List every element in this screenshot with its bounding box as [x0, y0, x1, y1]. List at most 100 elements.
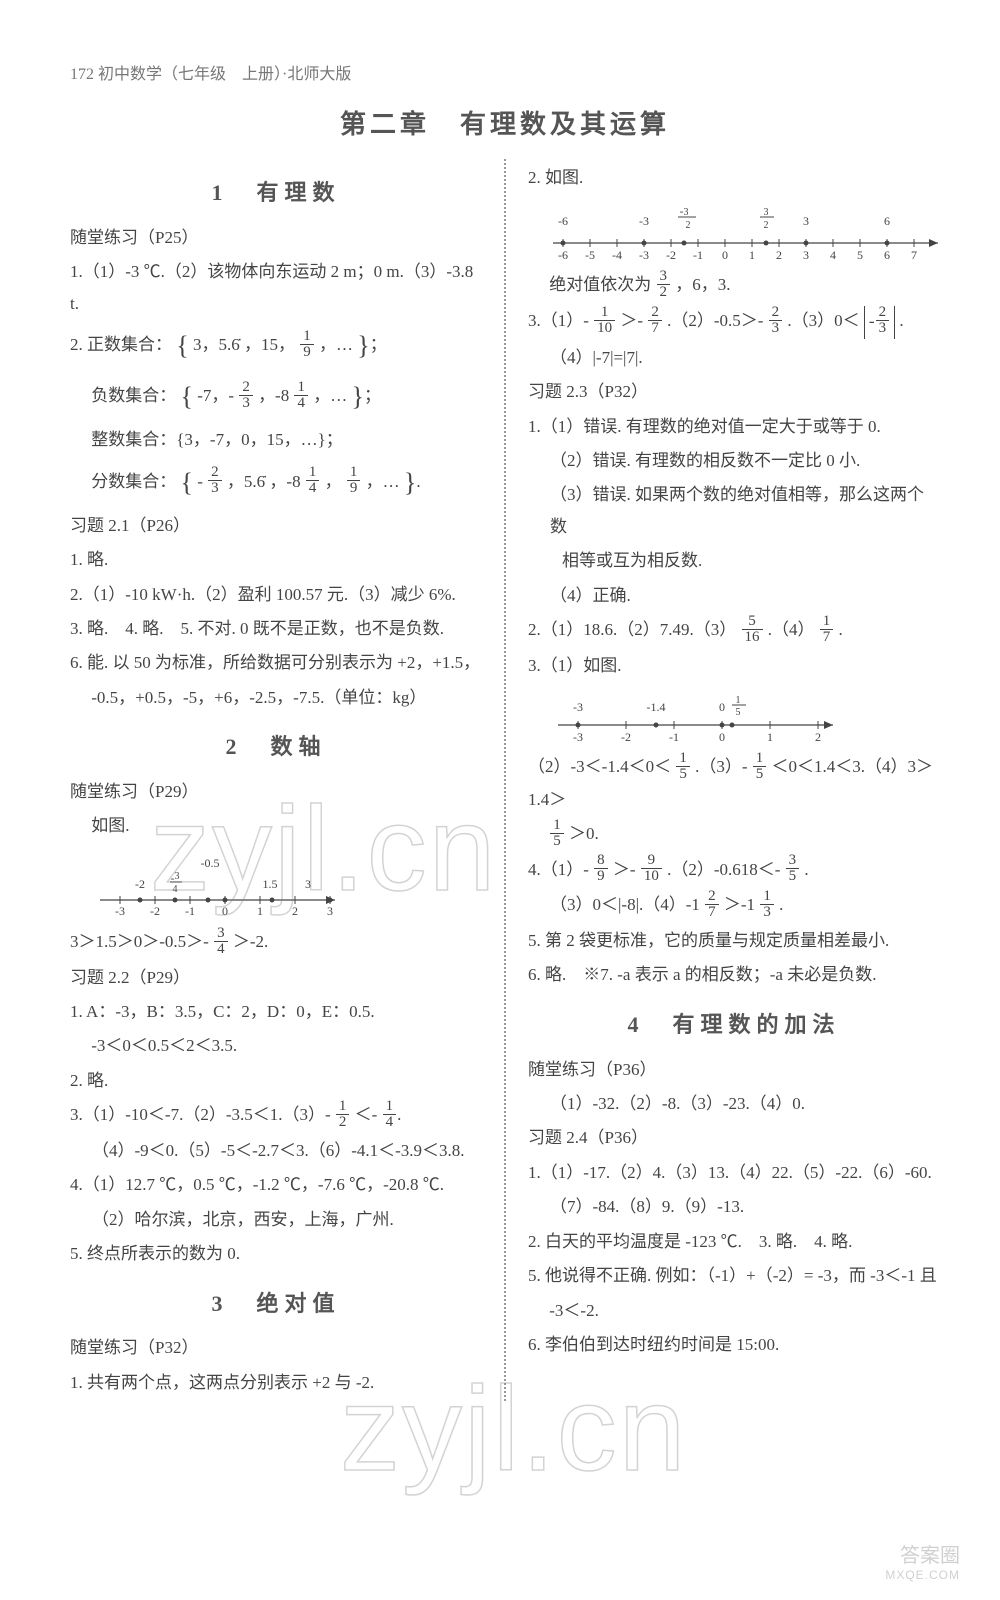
line: 分数集合： { - 23 ，5.6̇ ，-8 14 ， 19 ，… }.: [70, 459, 482, 507]
text: ＞-1: [724, 895, 755, 914]
text: ＜-: [355, 1105, 378, 1124]
svg-text:-5: -5: [585, 248, 595, 262]
line: （4）正确.: [528, 580, 940, 611]
fraction: 89: [594, 853, 608, 884]
line: 2. 略.: [70, 1065, 482, 1096]
section-2-title: 2 数轴: [70, 727, 482, 768]
footer-logo-line2: MXQE.COM: [885, 1568, 960, 1582]
text: 3＞1.5＞0＞-0.5＞-: [70, 932, 209, 951]
svg-text:2: 2: [764, 220, 769, 231]
text: ，: [325, 472, 342, 491]
svg-text:-3: -3: [639, 248, 649, 262]
line: 2. 白天的平均温度是 -123 ℃. 3. 略. 4. 略.: [528, 1226, 940, 1257]
fraction: 15: [753, 751, 767, 782]
text: 负数集合：: [70, 386, 176, 405]
text: .: [839, 620, 843, 639]
text: [528, 824, 545, 843]
line: 如图.: [70, 810, 482, 841]
text: 4.（1）-: [528, 860, 589, 879]
svg-text:5: 5: [736, 707, 741, 718]
svg-text:1: 1: [736, 695, 741, 706]
text: ＞-: [620, 311, 643, 330]
svg-text:-2: -2: [621, 730, 631, 744]
fraction: 14: [306, 465, 320, 496]
line: 2. 正数集合： { 3，5.6̇ ，15， 19 ，… }；: [70, 322, 482, 370]
line: 绝对值依次为 32 ，6，3.: [528, 269, 940, 302]
svg-text:-6: -6: [558, 248, 568, 262]
svg-text:2: 2: [776, 248, 782, 262]
line: 相等或互为相反数.: [528, 545, 940, 576]
line: （2）错误. 有理数的相反数不一定比 0 小.: [528, 445, 940, 476]
text: （2）-3＜-1.4＜0＜: [528, 757, 671, 776]
svg-text:-3: -3: [639, 214, 649, 228]
svg-text:5: 5: [857, 248, 863, 262]
text: .（3）0＜: [787, 311, 859, 330]
subhead: 习题 2.1（P26）: [70, 510, 482, 541]
text: 分数集合：: [70, 472, 176, 491]
text: ，-8: [258, 386, 289, 405]
fraction: 34: [214, 926, 228, 957]
line: （4）-9＜0.（5）-5＜-2.7＜3.（6）-4.1＜-3.9＜3.8.: [70, 1135, 482, 1166]
line: （1）-32.（2）-8.（3）-23.（4）0.: [528, 1088, 940, 1119]
text: ＞-: [613, 860, 636, 879]
text: 3.（1）-: [528, 311, 589, 330]
subhead: 习题 2.4（P36）: [528, 1122, 940, 1153]
fraction: 516: [742, 614, 763, 645]
svg-text:3: 3: [803, 214, 809, 228]
svg-text:1: 1: [749, 248, 755, 262]
section-1-title: 1 有理数: [70, 173, 482, 214]
svg-text:-3: -3: [680, 204, 689, 218]
fraction: 14: [383, 1099, 397, 1130]
svg-text:-3: -3: [171, 871, 180, 885]
line: 4.（1）12.7 ℃，0.5 ℃，-1.2 ℃，-7.6 ℃，-20.8 ℃.: [70, 1169, 482, 1200]
text: .（4）: [768, 620, 815, 639]
right-column: 2. 如图. -6-3 -32 32 36 -6-5-4-3-2-1012345…: [528, 159, 940, 1401]
text: .: [779, 895, 783, 914]
text: ＞-2.: [233, 932, 268, 951]
svg-text:-3: -3: [573, 730, 583, 744]
line: （2）哈尔滨，北京，西安，上海，广州.: [70, 1204, 482, 1235]
line: （3）错误. 如果两个数的绝对值相等，那么这两个数: [528, 479, 940, 542]
fraction: 35: [786, 853, 800, 884]
text: 2.（1）18.6.（2）7.49.（3）: [528, 620, 736, 639]
text: ，6，3.: [675, 275, 730, 294]
line: 6. 略. ※7. -a 表示 a 的相反数；-a 未必是负数.: [528, 959, 940, 990]
text: .（2）-0.5＞-: [667, 311, 763, 330]
page: zyjl.cn zyjl.cn 172 初中数学（七年级 上册）·北师大版 第二…: [0, 0, 1000, 1600]
svg-text:2: 2: [686, 220, 691, 231]
text: -: [197, 472, 203, 491]
fraction: 32: [657, 269, 671, 300]
fraction: 19: [347, 465, 361, 496]
fraction: 110: [594, 305, 615, 336]
text: ＞0.: [569, 824, 599, 843]
text: .: [804, 860, 808, 879]
text: -: [869, 311, 875, 330]
fraction: 910: [641, 853, 662, 884]
number-line-2: -0.5 -2 -3 4 1.5 3 -3-2-10123: [90, 852, 350, 922]
line: （3）0＜|-8|.（4）-1 27 ＞-1 13 .: [528, 889, 940, 922]
text: （3）0＜|-8|.（4）-1: [550, 895, 700, 914]
text: ，5.6̇ ，-8: [227, 472, 301, 491]
page-header: 172 初中数学（七年级 上册）·北师大版: [70, 60, 940, 84]
line: 3.（1）如图.: [528, 650, 940, 681]
line: -3＜-2.: [528, 1295, 940, 1326]
line: 3＞1.5＞0＞-0.5＞- 34 ＞-2.: [70, 926, 482, 959]
svg-text:1: 1: [767, 730, 773, 744]
fraction: 15: [550, 818, 564, 849]
svg-text:0: 0: [722, 248, 728, 262]
abs: -23: [864, 306, 895, 339]
line: 1.（1）错误. 有理数的绝对值一定大于或等于 0.: [528, 411, 940, 442]
text: .: [899, 311, 903, 330]
svg-text:-2: -2: [666, 248, 676, 262]
footer-logo-line1: 答案圈: [885, 1539, 960, 1568]
text: .（2）-0.618＜-: [667, 860, 780, 879]
line: 整数集合：{3，-7，0，15，…}；: [70, 424, 482, 455]
fraction: 19: [300, 329, 314, 360]
fraction: 23: [208, 465, 222, 496]
fraction: 23: [769, 305, 783, 336]
line: 5. 终点所表示的数为 0.: [70, 1238, 482, 1269]
svg-text:3: 3: [803, 248, 809, 262]
line: -0.5，+0.5，-5，+6，-2.5，-7.5.（单位：kg）: [70, 682, 482, 713]
svg-text:3: 3: [764, 207, 769, 218]
line: 1. A：-3，B：3.5，C：2，D：0，E：0.5.: [70, 996, 482, 1027]
